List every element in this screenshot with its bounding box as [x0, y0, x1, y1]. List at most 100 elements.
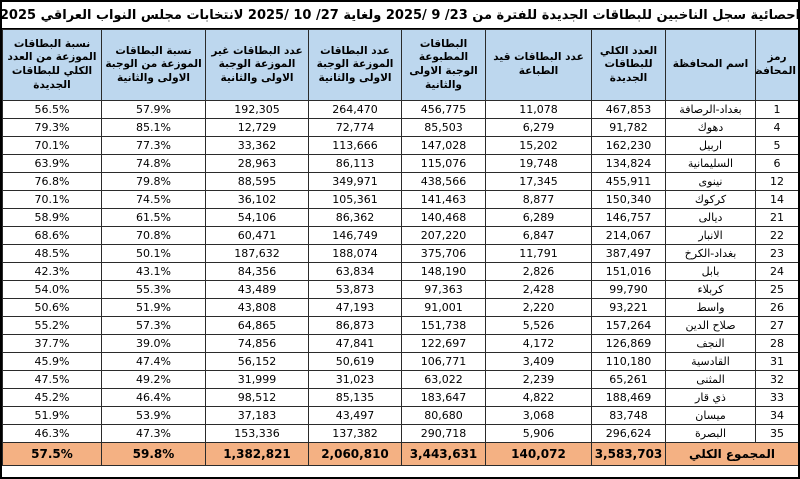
cell-cards_in_printing: 4,172	[485, 334, 592, 353]
column-header-pct_distributed_of_total: نسبة البطاقات الموزعة من العدد الكلي للب…	[2, 29, 102, 101]
cell-name: بابل	[665, 262, 756, 281]
table-row: 33 ذي قار 188,469 4,822 183,647 85,135 98,512 4…	[2, 388, 798, 407]
cell-name: ميسان	[665, 406, 756, 425]
cell-total_new_cards: 110,180	[591, 352, 666, 371]
table-row: 22 الانبار 214,067 6,847 207,220 146,749 60,47…	[2, 226, 798, 245]
cell-name: صلاح الدين	[665, 316, 756, 335]
cell-name: المثنى	[665, 370, 756, 389]
cell-name: ذي قار	[665, 388, 756, 407]
cell-printed_cards_batch_1_2: 207,220	[401, 226, 486, 245]
cell-name: واسط	[665, 298, 756, 317]
cell-name: كربلاء	[665, 280, 756, 299]
cell-pct_distributed_of_batches: 74.8%	[101, 154, 206, 173]
cell-pct_distributed_of_batches: 79.8%	[101, 172, 206, 191]
cell-printed_cards_batch_1_2: 141,463	[401, 190, 486, 209]
column-header-undistributed_cards_batch_1_2: عدد البطاقات غير الموزعة الوجبة الاولى و…	[205, 29, 309, 101]
cell-undistributed_cards_batch_1_2: 187,632	[205, 244, 309, 263]
cell-printed_cards_batch_1_2: 148,190	[401, 262, 486, 281]
cell-code: 1	[755, 100, 798, 119]
table-row: 12 نينوى 455,911 17,345 438,566 349,971 88,595…	[2, 172, 798, 191]
cell-code: 23	[755, 244, 798, 263]
cell-code: 4	[755, 118, 798, 137]
cell-total_new_cards: 65,261	[591, 370, 666, 389]
cell-pct_distributed_of_batches: 46.4%	[101, 388, 206, 407]
cell-total_new_cards: 455,911	[591, 172, 666, 191]
cell-printed_cards_batch_1_2: 80,680	[401, 406, 486, 425]
cell-distributed_cards_batch_1_2: 146,749	[308, 226, 402, 245]
cell-pct_distributed_of_total: 70.1%	[2, 190, 102, 209]
cell-printed_cards_batch_1_2: 183,647	[401, 388, 486, 407]
cell-printed_cards_batch_1_2: 151,738	[401, 316, 486, 335]
cell-code: 33	[755, 388, 798, 407]
cell-total_new_cards: 93,221	[591, 298, 666, 317]
cell-undistributed_cards_batch_1_2: 60,471	[205, 226, 309, 245]
totals-total-new-cards: 3,583,703	[591, 442, 666, 466]
totals-cards-in-printing: 140,072	[485, 442, 592, 466]
cell-pct_distributed_of_total: 45.9%	[2, 352, 102, 371]
cell-code: 32	[755, 370, 798, 389]
cell-distributed_cards_batch_1_2: 47,841	[308, 334, 402, 353]
totals-printed-cards: 3,443,631	[401, 442, 486, 466]
cell-cards_in_printing: 11,078	[485, 100, 592, 119]
column-header-pct_distributed_of_batches: نسبة البطاقات الموزعة من الوجبة الاولى و…	[101, 29, 206, 101]
totals-row: المجموع الكلي 3,583,703 140,072 3,443,63…	[2, 442, 798, 466]
cell-pct_distributed_of_batches: 47.4%	[101, 352, 206, 371]
cell-code: 5	[755, 136, 798, 155]
cell-total_new_cards: 157,264	[591, 316, 666, 335]
cell-pct_distributed_of_total: 47.5%	[2, 370, 102, 389]
cell-cards_in_printing: 11,791	[485, 244, 592, 263]
cell-cards_in_printing: 2,428	[485, 280, 592, 299]
cell-distributed_cards_batch_1_2: 43,497	[308, 406, 402, 425]
cell-distributed_cards_batch_1_2: 86,873	[308, 316, 402, 335]
totals-undistributed-cards: 1,382,821	[205, 442, 309, 466]
cell-distributed_cards_batch_1_2: 105,361	[308, 190, 402, 209]
cell-printed_cards_batch_1_2: 456,775	[401, 100, 486, 119]
cell-pct_distributed_of_batches: 39.0%	[101, 334, 206, 353]
cell-pct_distributed_of_batches: 53.9%	[101, 406, 206, 425]
cell-name: دهوك	[665, 118, 756, 137]
totals-pct-of-batches: 59.8%	[101, 442, 206, 466]
cell-name: نينوى	[665, 172, 756, 191]
cell-total_new_cards: 467,853	[591, 100, 666, 119]
cell-pct_distributed_of_batches: 57.3%	[101, 316, 206, 335]
table-row: 26 واسط 93,221 2,220 91,001 47,193 43,808 51.9%…	[2, 298, 798, 317]
cell-name: القادسية	[665, 352, 756, 371]
cell-undistributed_cards_batch_1_2: 54,106	[205, 208, 309, 227]
cell-distributed_cards_batch_1_2: 85,135	[308, 388, 402, 407]
table-row: 28 النجف 126,869 4,172 122,697 47,841 74,856 39…	[2, 334, 798, 353]
column-header-total_new_cards: العدد الكلي للبطاقات الجديدة	[591, 29, 666, 101]
cell-total_new_cards: 91,782	[591, 118, 666, 137]
cell-pct_distributed_of_batches: 51.9%	[101, 298, 206, 317]
cell-printed_cards_batch_1_2: 106,771	[401, 352, 486, 371]
cell-printed_cards_batch_1_2: 438,566	[401, 172, 486, 191]
cell-total_new_cards: 126,869	[591, 334, 666, 353]
cell-name: بغداد-الكرخ	[665, 244, 756, 263]
cell-total_new_cards: 296,624	[591, 424, 666, 443]
cell-code: 35	[755, 424, 798, 443]
table-footer: المجموع الكلي 3,583,703 140,072 3,443,63…	[2, 442, 798, 466]
cell-pct_distributed_of_total: 56.5%	[2, 100, 102, 119]
cell-code: 27	[755, 316, 798, 335]
table-row: 1 بغداد-الرصافة 467,853 11,078 456,775 264,47…	[2, 100, 798, 119]
cell-pct_distributed_of_total: 48.5%	[2, 244, 102, 263]
cell-pct_distributed_of_batches: 85.1%	[101, 118, 206, 137]
cell-undistributed_cards_batch_1_2: 98,512	[205, 388, 309, 407]
cell-printed_cards_batch_1_2: 290,718	[401, 424, 486, 443]
table-row: 27 صلاح الدين 157,264 5,526 151,738 86,873 64,…	[2, 316, 798, 335]
cell-code: 21	[755, 208, 798, 227]
cell-printed_cards_batch_1_2: 91,001	[401, 298, 486, 317]
cell-undistributed_cards_batch_1_2: 56,152	[205, 352, 309, 371]
cell-total_new_cards: 83,748	[591, 406, 666, 425]
cell-undistributed_cards_batch_1_2: 28,963	[205, 154, 309, 173]
sheet-title: احصائية سجل الناخبين للبطاقات الجديدة لل…	[2, 2, 798, 29]
cell-pct_distributed_of_total: 54.0%	[2, 280, 102, 299]
cell-cards_in_printing: 4,822	[485, 388, 592, 407]
cell-pct_distributed_of_batches: 57.9%	[101, 100, 206, 119]
table-row: 6 السليمانية 134,824 19,748 115,076 86,113 28,…	[2, 154, 798, 173]
cell-printed_cards_batch_1_2: 147,028	[401, 136, 486, 155]
cell-code: 24	[755, 262, 798, 281]
cell-pct_distributed_of_total: 76.8%	[2, 172, 102, 191]
table-body: 1 بغداد-الرصافة 467,853 11,078 456,775 264,47…	[2, 100, 798, 443]
